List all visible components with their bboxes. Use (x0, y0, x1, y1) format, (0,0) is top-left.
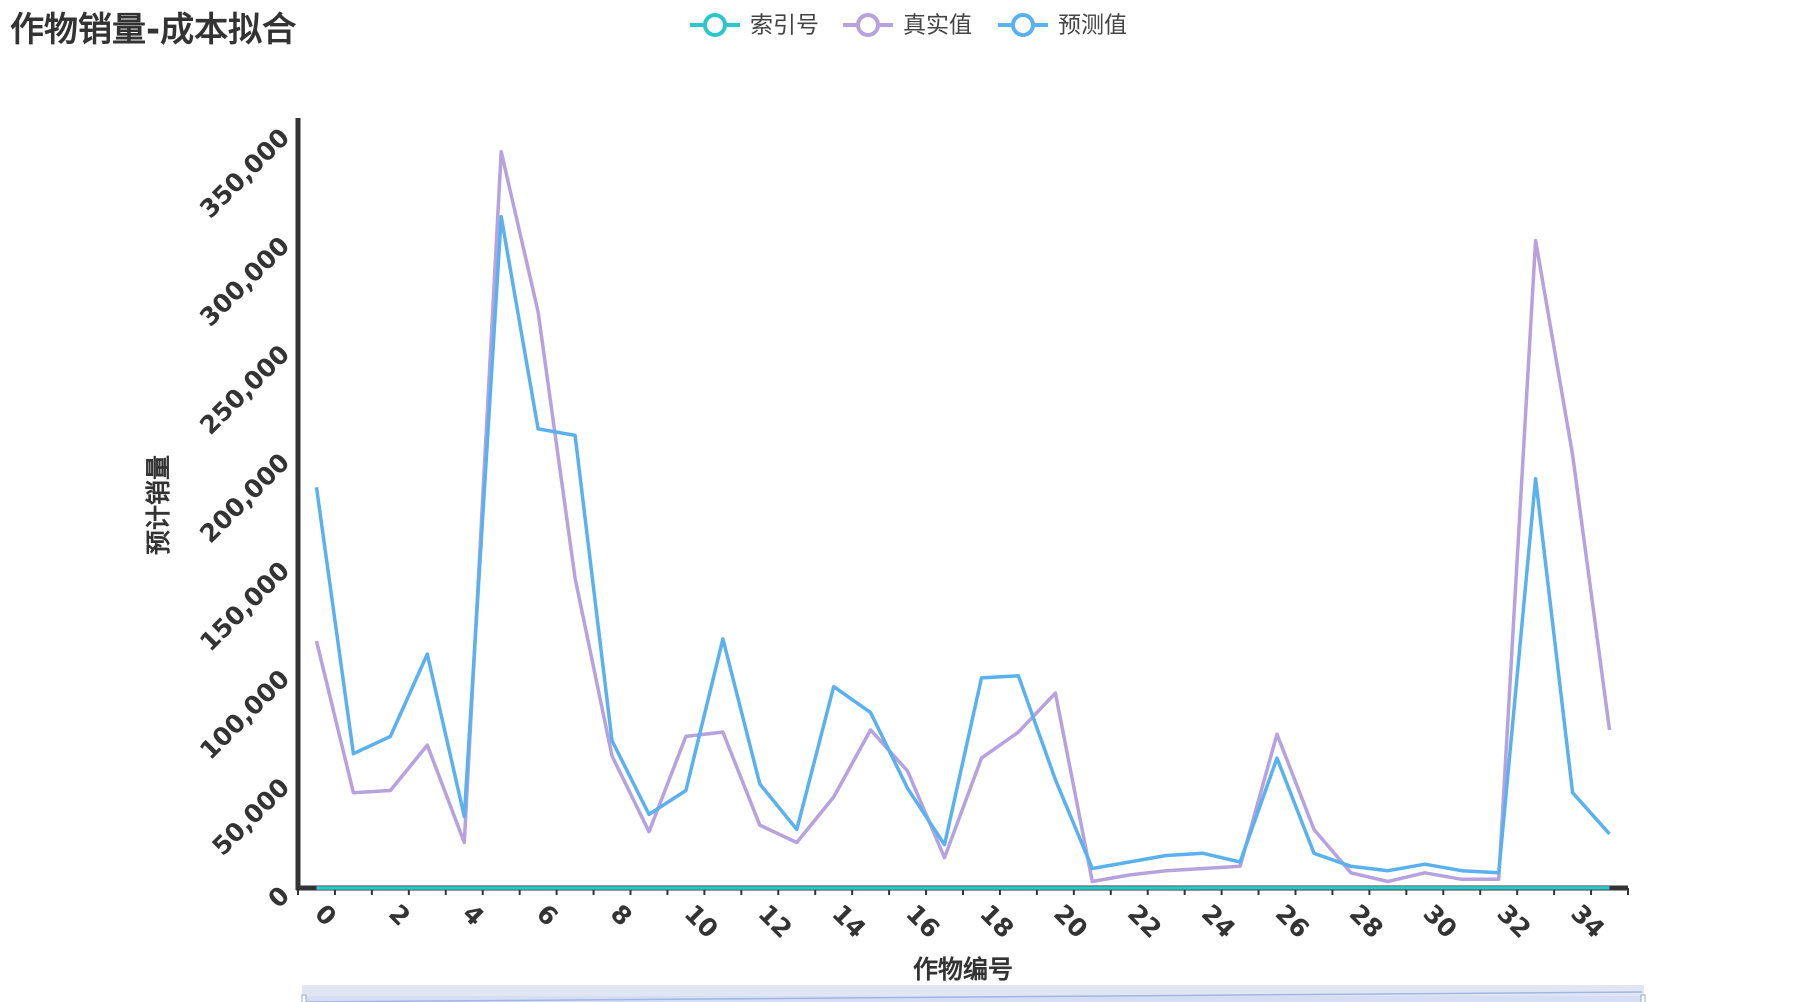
y-tick-label: 100,000 (194, 664, 295, 765)
x-tick-label: 20 (1048, 899, 1093, 944)
legend-item-2[interactable]: 预测值 (998, 13, 1127, 39)
y-axis-title: 预计销量 (144, 455, 173, 555)
zoom-handle-right[interactable] (1640, 994, 1646, 1002)
y-tick-label: 350,000 (194, 123, 295, 224)
legend-circle-icon (856, 13, 880, 37)
series-lines (314, 149, 1612, 890)
x-tick-label: 6 (531, 899, 564, 932)
legend-item-0[interactable]: 索引号 (690, 13, 819, 39)
x-tick-label: 18 (974, 899, 1019, 944)
y-tick-labels: 0 50,000100,000150,000200,000250,000300,0… (194, 123, 295, 914)
legend-label: 索引号 (750, 13, 819, 39)
x-tick-label: 4 (457, 899, 490, 932)
legend-label: 真实值 (903, 13, 972, 39)
x-tick-label: 32 (1492, 899, 1537, 944)
x-tick-label: 26 (1270, 899, 1315, 944)
legend-label: 预测值 (1058, 13, 1127, 39)
x-tick-label: 30 (1418, 899, 1463, 944)
legend: 索引号 真实值 预测值 (690, 13, 1127, 39)
series-line-2 (314, 214, 1611, 875)
x-tick-label: 8 (605, 899, 638, 932)
x-tick-label: 0 (309, 899, 342, 932)
x-tick-label: 28 (1344, 899, 1389, 944)
x-axis-title: 作物编号 (913, 955, 1013, 984)
page-title: 作物销量-成本拟合 (10, 10, 297, 50)
x-tick-label: 14 (827, 899, 872, 944)
data-zoom-slider[interactable] (301, 985, 1646, 1002)
x-tick-label: 34 (1565, 899, 1610, 944)
x-tick-label: 12 (753, 899, 798, 944)
x-tick-label: 2 (383, 899, 416, 932)
x-tick-label: 24 (1196, 899, 1241, 944)
y-tick-label: 50,000 (206, 772, 295, 861)
y-tick-label: 300,000 (194, 231, 295, 332)
y-tick-label: 150,000 (194, 556, 295, 657)
x-tick-label: 10 (679, 899, 724, 944)
zoom-handle-left[interactable] (301, 994, 307, 1002)
x-tick-label: 22 (1122, 899, 1167, 944)
y-tick-label: 0 (262, 881, 295, 914)
zoom-slider-fill (302, 996, 1644, 1002)
y-tick-label: 200,000 (194, 448, 295, 549)
y-tick-label: 250,000 (194, 339, 295, 440)
legend-circle-icon (703, 13, 727, 37)
legend-circle-icon (1011, 13, 1035, 37)
x-tick-labels: 0 2 4 6 8 10 12 14 16 18 20 22 24 26 28 30 32 34 (309, 899, 1610, 944)
series-line-1 (314, 149, 1612, 884)
x-tick-label: 16 (900, 899, 945, 944)
zoom-slider-preview (303, 991, 1643, 1002)
legend-item-1[interactable]: 真实值 (843, 13, 972, 39)
